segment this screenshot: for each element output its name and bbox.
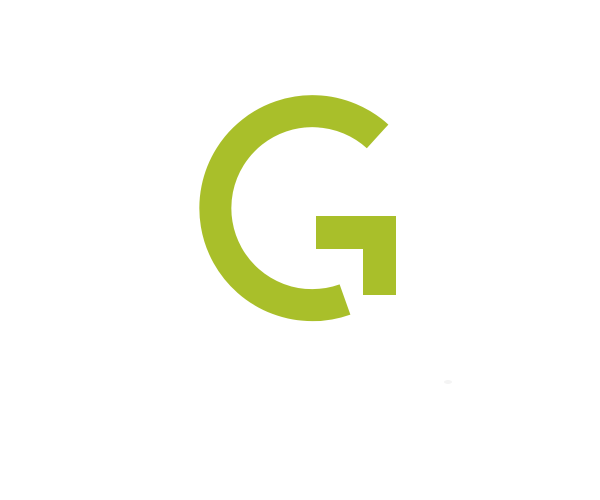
g-logo-arc bbox=[199, 95, 389, 322]
background-speck bbox=[444, 380, 452, 384]
g-logo-bar bbox=[316, 216, 396, 295]
